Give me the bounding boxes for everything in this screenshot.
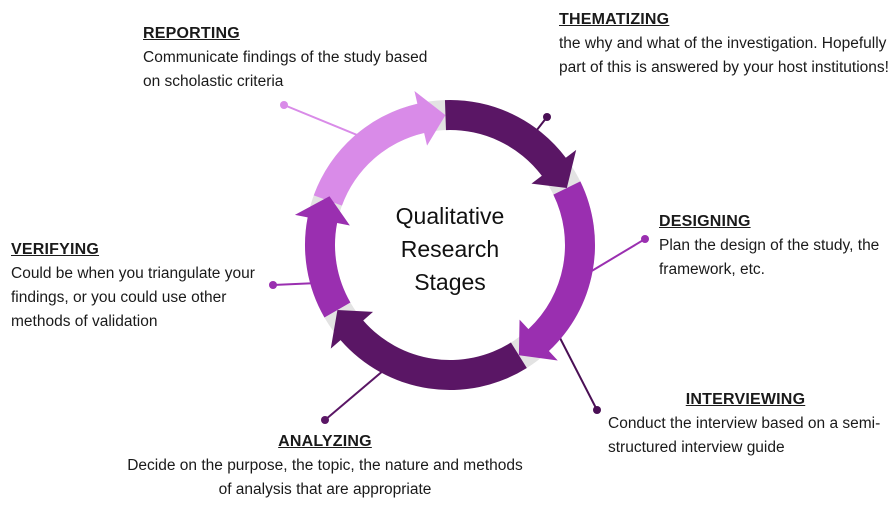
- connector-interviewing: [559, 337, 598, 411]
- stage-title: INTERVIEWING: [685, 391, 806, 408]
- stage-description: the why and what of the investigation. H…: [559, 35, 889, 76]
- arrow-designing: [518, 181, 595, 361]
- dot-interviewing: [593, 406, 601, 414]
- stage-title: ANALYZING: [278, 433, 372, 450]
- stage-title: REPORTING: [143, 25, 240, 42]
- center-line-3: Stages: [414, 269, 486, 295]
- stage-reporting: REPORTING Communicate findings of the st…: [143, 22, 443, 94]
- center-line-2: Research: [400, 236, 500, 262]
- stage-analyzing: ANALYZING Decide on the purpose, the top…: [125, 430, 525, 502]
- connector-designing: [589, 238, 646, 273]
- center-line-1: Qualitative: [395, 203, 505, 229]
- stage-designing: DESIGNING Plan the design of the study, …: [659, 210, 889, 282]
- stage-description: Plan the design of the study, the framew…: [659, 237, 880, 278]
- dot-reporting: [280, 101, 288, 109]
- stage-description: Communicate findings of the study based …: [143, 49, 428, 90]
- cycle-arrows: [294, 91, 595, 391]
- stage-description: Could be when you triangulate your findi…: [11, 265, 255, 330]
- center-disc: [338, 133, 562, 357]
- stage-description: Decide on the purpose, the topic, the na…: [127, 457, 523, 498]
- dot-thematizing: [543, 113, 551, 121]
- connector-reporting: [283, 104, 363, 138]
- stage-thematizing: THEMATIZING the why and what of the inve…: [559, 8, 889, 80]
- stage-title: DESIGNING: [659, 213, 751, 230]
- dot-verifying: [269, 281, 277, 289]
- stage-title: VERIFYING: [11, 241, 100, 258]
- arrow-thematizing: [444, 100, 577, 189]
- connector-analyzing: [324, 369, 385, 421]
- stage-interviewing: INTERVIEWING Conduct the interview based…: [608, 388, 883, 460]
- arrow-reporting: [313, 91, 446, 206]
- stage-description: Conduct the interview based on a semi-st…: [608, 415, 881, 456]
- dot-analyzing: [321, 416, 329, 424]
- dot-designing: [641, 235, 649, 243]
- arrow-interviewing: [330, 310, 527, 391]
- stage-verifying: VERIFYING Could be when you triangulate …: [11, 238, 271, 334]
- stage-title: THEMATIZING: [559, 11, 670, 28]
- center-title: Qualitative Research Stages: [360, 200, 540, 299]
- arrow-analyzing: [294, 196, 351, 318]
